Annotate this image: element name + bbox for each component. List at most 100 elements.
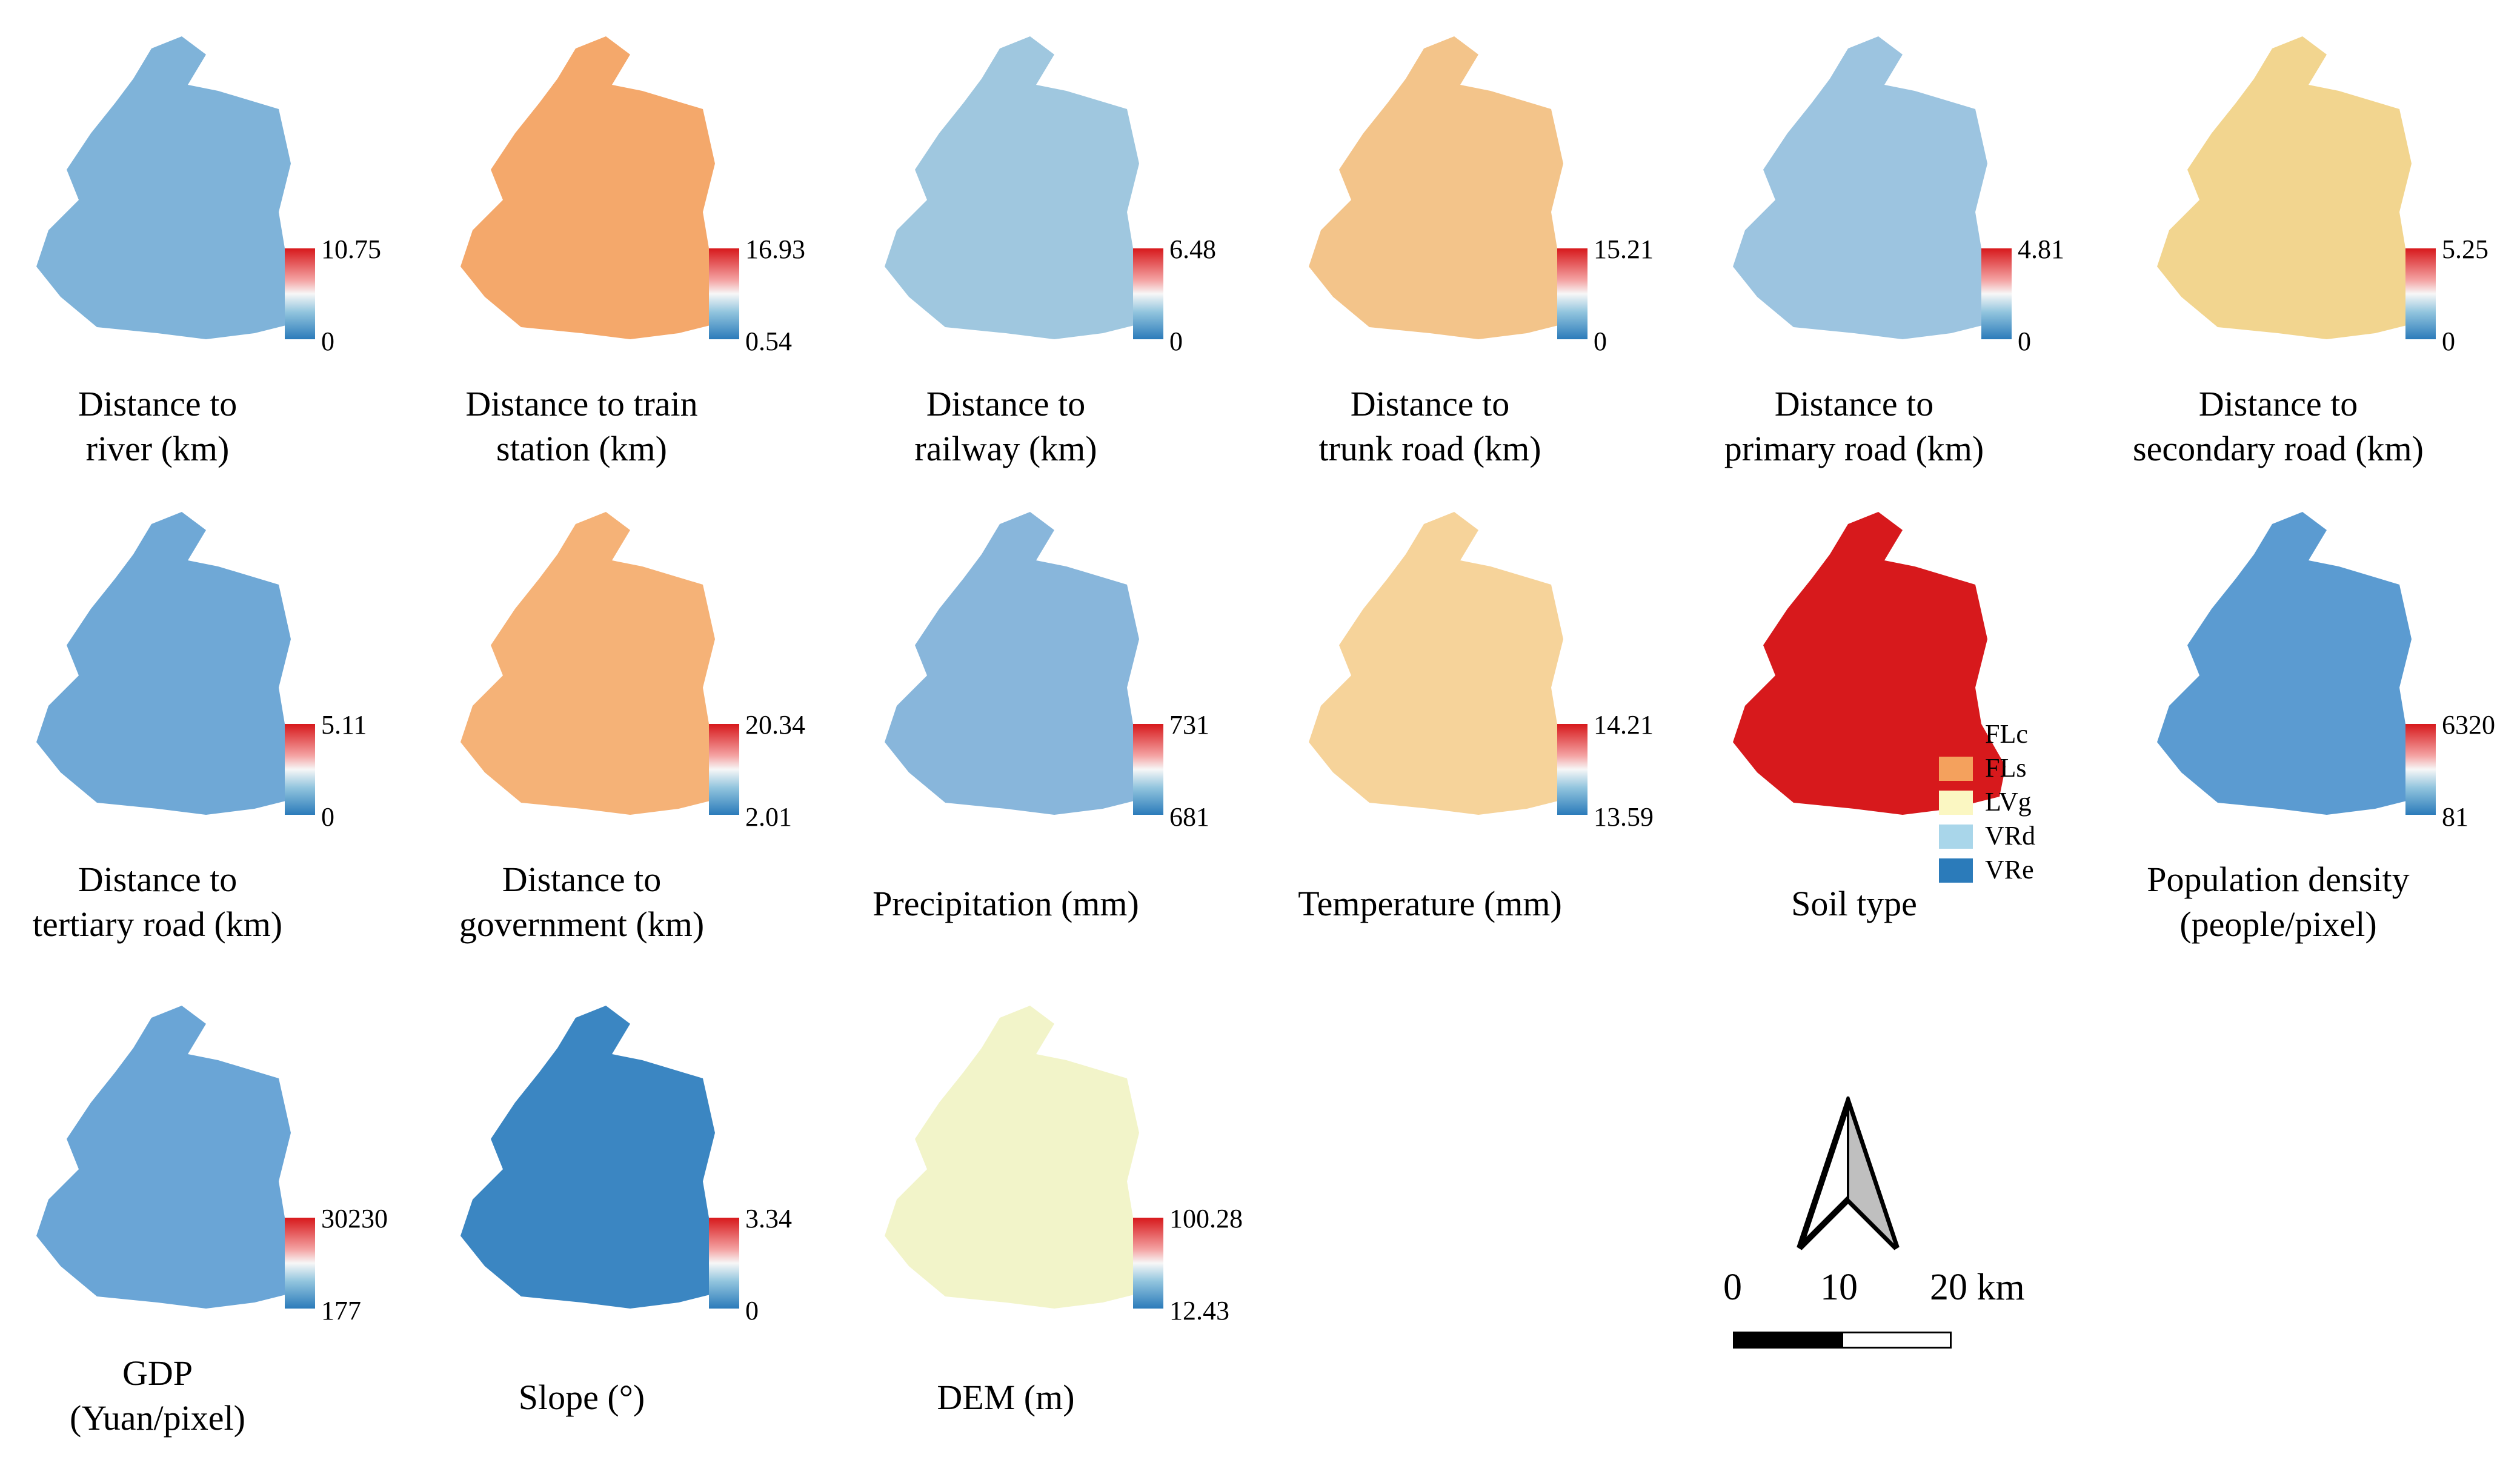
caption-line-1: GDP <box>122 1353 193 1393</box>
legend-ramp <box>1557 248 1587 339</box>
color-ramp-legend: 15.21 0 <box>1533 230 1691 355</box>
map-image <box>36 36 309 339</box>
legend-min: 0 <box>2442 327 2455 356</box>
legend-ramp <box>709 248 739 339</box>
map-image <box>1733 512 2006 815</box>
color-ramp-legend: 20.34 2.01 <box>685 706 842 831</box>
map-region <box>460 36 733 339</box>
map-panel: 6.48 0 Distance to railway (km) <box>848 18 1272 491</box>
north-arrow-icon <box>1787 1093 1909 1254</box>
legend-max: 6.48 <box>1169 234 1216 264</box>
panel-caption: Distance to railway (km) <box>848 382 1163 471</box>
map-image <box>2157 512 2430 815</box>
legend-min: 0 <box>1169 327 1183 356</box>
map-panel: 14.21 13.59 Temperature (mm) <box>1272 494 1697 966</box>
legend-min: 12.43 <box>1169 1296 1229 1326</box>
legend-max: 4.81 <box>2018 234 2064 264</box>
legend-min: 0 <box>2018 327 2031 356</box>
panel-caption: DEM (m) <box>848 1375 1163 1420</box>
map-region <box>36 512 309 815</box>
legend-min: 0 <box>321 327 334 356</box>
legend-min: 0 <box>321 802 334 832</box>
caption-line-2: (Yuan/pixel) <box>70 1398 245 1438</box>
soil-legend-item: FLs <box>1939 752 2096 786</box>
soil-swatch <box>1939 791 1973 815</box>
caption-line-2: (people/pixel) <box>2179 904 2377 944</box>
legend-ramp <box>1133 724 1163 815</box>
panel-caption: Population density (people/pixel) <box>2121 857 2436 947</box>
soil-label: VRe <box>1985 855 2034 884</box>
map-region <box>885 512 1157 815</box>
soil-legend-item: LVg <box>1939 786 2096 820</box>
legend-ramp <box>709 724 739 815</box>
legend-max: 100.28 <box>1169 1204 1243 1233</box>
caption-line-1: Slope (°) <box>518 1378 645 1417</box>
legend-max: 20.34 <box>745 710 805 740</box>
map-panel: FLc FLs LVg VRd VRe Soil type <box>1697 494 2121 966</box>
map-panel: 15.21 0 Distance to trunk road (km) <box>1272 18 1697 491</box>
legend-max: 15.21 <box>1594 234 1654 264</box>
color-ramp-legend: 3.34 0 <box>685 1200 842 1324</box>
map-panel: 4.81 0 Distance to primary road (km) <box>1697 18 2121 491</box>
caption-line-2: trunk road (km) <box>1318 429 1541 468</box>
caption-line-1: Distance to <box>1774 384 1934 423</box>
legend-min: 81 <box>2442 802 2468 832</box>
legend-min: 13.59 <box>1594 802 1654 832</box>
legend-max: 3.34 <box>745 1204 792 1233</box>
soil-label: LVg <box>1985 787 2032 817</box>
panel-caption: Distance to tertiary road (km) <box>0 857 315 947</box>
caption-line-1: Distance to <box>2198 384 2358 423</box>
color-ramp-legend: 30230 177 <box>261 1200 418 1324</box>
caption-line-1: Temperature (mm) <box>1298 884 1562 923</box>
map-region <box>36 36 309 339</box>
caption-line-2: river (km) <box>85 429 230 468</box>
scale-segment-black <box>1733 1332 1843 1349</box>
caption-line-1: Population density <box>2147 860 2410 899</box>
map-region <box>460 1006 733 1309</box>
color-ramp-legend: 5.11 0 <box>261 706 418 831</box>
caption-line-1: DEM (m) <box>937 1378 1075 1417</box>
map-region <box>2157 512 2430 815</box>
caption-line-2: secondary road (km) <box>2133 429 2424 468</box>
map-region <box>1733 512 2006 815</box>
legend-max: 14.21 <box>1594 710 1654 740</box>
caption-line-1: Distance to <box>926 384 1086 423</box>
legend-ramp <box>285 248 315 339</box>
map-region <box>460 512 733 815</box>
legend-max: 30230 <box>321 1204 388 1233</box>
caption-line-2: primary road (km) <box>1724 429 1984 468</box>
soil-swatch <box>1939 757 1973 781</box>
caption-line-2: station (km) <box>496 429 667 468</box>
color-ramp-legend: 5.25 0 <box>2381 230 2520 355</box>
caption-line-1: Distance to train <box>465 384 698 423</box>
map-panel: 10.75 0 Distance to river (km) <box>0 18 424 491</box>
color-ramp-legend: 731 681 <box>1109 706 1266 831</box>
map-region <box>885 1006 1157 1309</box>
panel-caption: Distance to trunk road (km) <box>1272 382 1587 471</box>
map-image <box>885 1006 1157 1309</box>
soil-label: FLs <box>1985 753 2027 783</box>
legend-ramp <box>1133 1218 1163 1309</box>
map-panel: 5.11 0 Distance to tertiary road (km) <box>0 494 424 966</box>
map-panel: 16.93 0.54 Distance to train station (km) <box>424 18 848 491</box>
caption-line-2: tertiary road (km) <box>32 904 283 944</box>
map-panel: 5.25 0 Distance to secondary road (km) <box>2121 18 2520 491</box>
panel-caption: Distance to government (km) <box>424 857 739 947</box>
scale-bar: 0 10 20 km <box>1709 1266 2048 1363</box>
legend-min: 177 <box>321 1296 361 1326</box>
caption-line-2: railway (km) <box>914 429 1097 468</box>
map-region <box>36 1006 309 1309</box>
panel-caption: Distance to river (km) <box>0 382 315 471</box>
map-panel: 6320 81 Population density (people/pixel) <box>2121 494 2520 966</box>
map-region <box>2157 36 2430 339</box>
panel-caption: Temperature (mm) <box>1272 881 1587 926</box>
caption-line-1: Distance to <box>78 860 238 899</box>
color-ramp-legend: 4.81 0 <box>1957 230 2115 355</box>
panel-caption: Soil type <box>1697 881 2012 926</box>
map-region <box>1733 36 2006 339</box>
map-panel: 20.34 2.01 Distance to government (km) <box>424 494 848 966</box>
soil-legend: FLc FLs LVg VRd VRe <box>1939 718 2096 888</box>
color-ramp-legend: 10.75 0 <box>261 230 418 355</box>
legend-min: 0 <box>1594 327 1607 356</box>
soil-swatch <box>1939 723 1973 747</box>
